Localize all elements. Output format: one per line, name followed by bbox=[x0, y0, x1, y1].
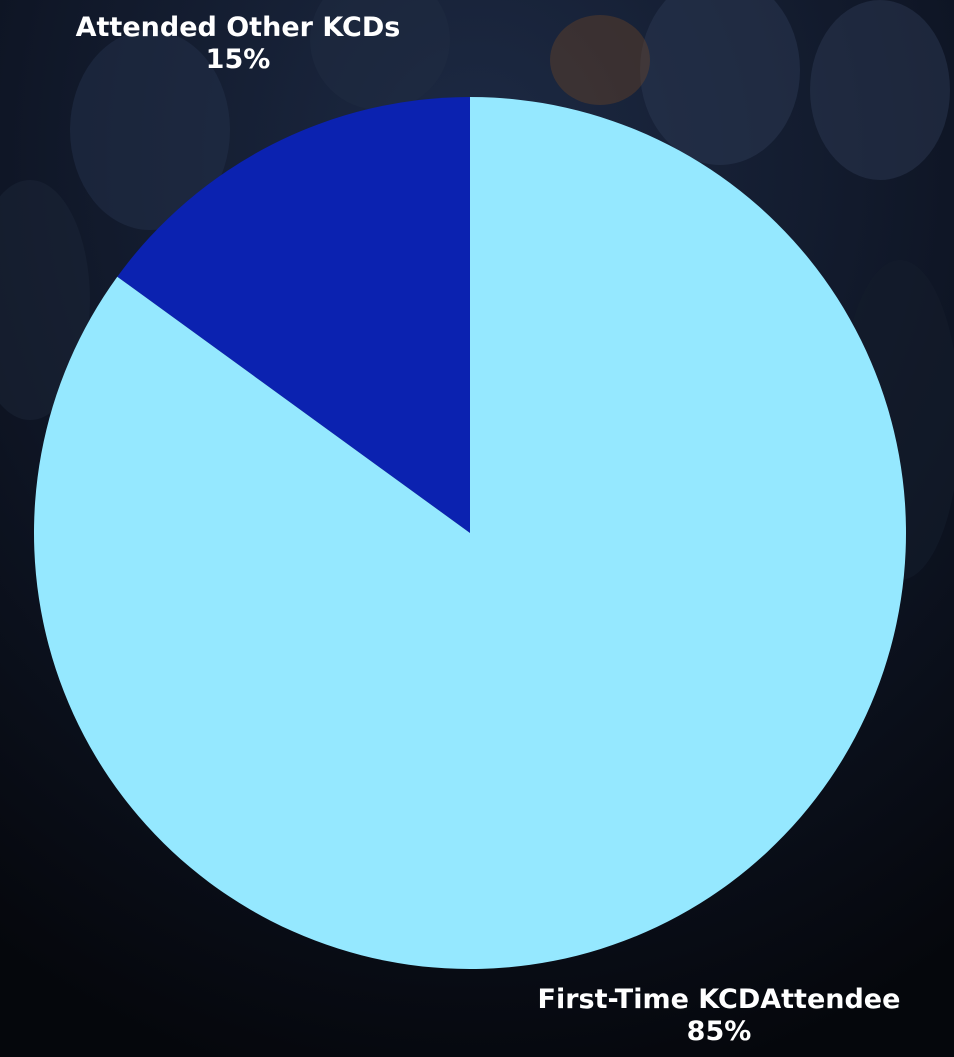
slice-label-attended-other: Attended Other KCDs 15% bbox=[18, 12, 458, 76]
slice-label-first-time: First-Time KCDAttendee 85% bbox=[486, 984, 952, 1048]
pie-slice-first-time-kcdattendee bbox=[34, 97, 907, 969]
pie-slice-attended-other-kcds bbox=[117, 97, 471, 533]
slice-percent-text: 15% bbox=[205, 44, 271, 75]
slice-label-text: First-Time KCDAttendee bbox=[537, 984, 901, 1015]
slice-percent-text: 85% bbox=[686, 1016, 752, 1047]
slice-label-text: Attended Other KCDs bbox=[75, 12, 401, 43]
